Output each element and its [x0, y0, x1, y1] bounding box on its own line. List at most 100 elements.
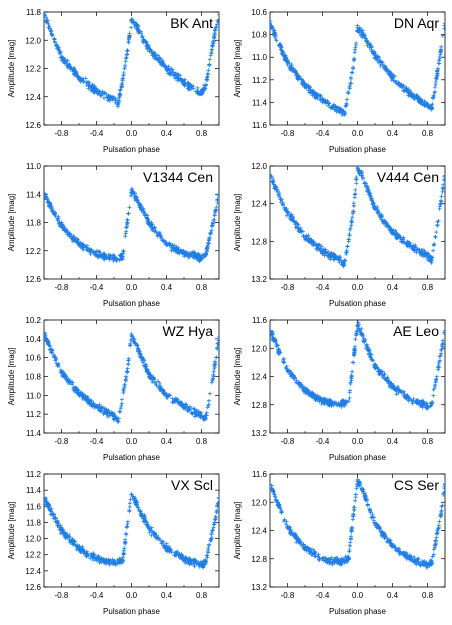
x-tick-label: 0.4: [161, 591, 173, 600]
y-tick-label: 12.6: [25, 583, 41, 592]
y-tick-label: 12.8: [251, 237, 267, 246]
y-tick-label: 12.8: [251, 555, 267, 564]
data-point: [359, 332, 364, 337]
x-tick-label: -0.4: [316, 437, 330, 446]
data-point: [112, 255, 116, 260]
data-point: [338, 258, 342, 263]
data-point: [59, 224, 64, 229]
y-tick-label: 10.8: [25, 373, 41, 382]
data-point: [147, 220, 151, 225]
y-tick-label: 11.0: [26, 162, 42, 171]
x-tick-label: 0.0: [352, 591, 364, 600]
data-point: [120, 254, 125, 259]
data-point: [373, 206, 377, 211]
light-curve-panel-7: -0.8 -0.4 0.0 0.4 0.8 11.2 11.4 11.6 11.8 12.0 12.…: [7, 470, 220, 616]
x-tick-label: 0.0: [126, 129, 138, 138]
data-point: [217, 192, 219, 197]
data-markers: [44, 12, 219, 109]
data-point: [438, 201, 443, 206]
data-point: [303, 388, 307, 393]
y-tick-label: 11.6: [26, 502, 42, 511]
star-name-title: VX Scl: [171, 477, 213, 493]
data-point: [285, 524, 290, 529]
y-tick-label: 11.8: [26, 8, 42, 17]
y-tick-label: 12.0: [25, 36, 41, 45]
x-tick-label: -0.8: [55, 437, 69, 446]
x-axis-label: Pulsation phase: [103, 145, 160, 154]
x-tick-label: -0.8: [55, 283, 69, 292]
star-name-title: DN Aqr: [394, 15, 439, 31]
y-tick-label: 10.6: [25, 354, 41, 363]
y-axis-label: Amplitude [mag]: [233, 502, 242, 560]
data-point: [44, 12, 46, 17]
data-point: [443, 21, 445, 26]
data-point: [408, 244, 412, 249]
x-tick-label: 0.4: [161, 129, 173, 138]
data-point: [355, 166, 360, 170]
data-point: [203, 252, 208, 257]
y-tick-label: 11.4: [26, 190, 42, 199]
data-point: [129, 18, 134, 23]
y-tick-label: 11.0: [26, 391, 42, 400]
scatter-points: [44, 12, 219, 109]
y-tick-label: 12.8: [251, 401, 267, 410]
data-point: [338, 560, 342, 565]
x-tick-label: 0.0: [352, 283, 364, 292]
x-tick-label: -0.4: [90, 437, 104, 446]
data-point: [390, 544, 395, 549]
data-point: [133, 341, 138, 346]
y-tick-label: 12.6: [25, 275, 41, 284]
light-curve-panel-3: -0.8 -0.4 0.0 0.4 0.8 11.0 11.4 11.8 12.2 12.6 Pul…: [7, 162, 220, 308]
x-tick-label: -0.8: [281, 437, 295, 446]
data-point: [147, 46, 151, 51]
y-axis-label: Amplitude [mag]: [7, 348, 16, 406]
x-tick-label: -0.8: [281, 129, 295, 138]
data-point: [429, 258, 434, 263]
data-markers: [44, 331, 219, 424]
data-point: [133, 500, 138, 505]
data-point: [351, 211, 356, 216]
data-point: [125, 52, 130, 57]
light-curve-panel-5: -0.8 -0.4 0.0 0.4 0.8 10.2 10.4 10.6 10.8 11.0 11.…: [7, 316, 220, 462]
data-markers: [44, 186, 219, 264]
data-point: [203, 83, 208, 88]
y-tick-label: 12.2: [25, 247, 41, 256]
data-point: [443, 328, 445, 333]
data-point: [199, 562, 204, 567]
data-point: [351, 360, 356, 365]
data-point: [408, 397, 412, 402]
data-point: [182, 556, 186, 561]
data-point: [94, 89, 99, 94]
y-tick-label: 12.0: [251, 498, 267, 507]
data-point: [77, 241, 81, 246]
data-point: [129, 332, 134, 337]
x-tick-label: 0.4: [387, 129, 399, 138]
data-point: [94, 252, 99, 257]
y-tick-label: 12.6: [25, 121, 41, 130]
y-axis-label: Amplitude [mag]: [233, 194, 242, 252]
data-point: [351, 514, 356, 519]
x-tick-label: -0.4: [90, 283, 104, 292]
data-point: [443, 482, 445, 487]
data-point: [359, 173, 364, 178]
light-curve-panel-4: -0.8 -0.4 0.0 0.4 0.8 12.0 12.4 12.8 13.2 Pulsati…: [233, 162, 446, 308]
data-point: [270, 21, 272, 26]
x-tick-label: 0.8: [196, 129, 208, 138]
x-tick-label: 0.8: [422, 129, 434, 138]
x-tick-label: 0.8: [196, 437, 208, 446]
data-point: [355, 25, 360, 30]
y-tick-label: 12.2: [25, 65, 41, 74]
x-tick-label: -0.4: [90, 591, 104, 600]
x-tick-label: 0.0: [126, 591, 138, 600]
data-point: [112, 560, 116, 565]
x-tick-label: -0.4: [316, 283, 330, 292]
data-point: [285, 60, 290, 65]
x-tick-label: -0.8: [55, 129, 69, 138]
y-tick-label: 12.4: [251, 373, 267, 382]
x-tick-label: 0.8: [422, 437, 434, 446]
data-point: [346, 399, 351, 404]
data-point: [164, 66, 169, 71]
data-point: [164, 546, 169, 551]
y-tick-label: 12.4: [251, 200, 267, 209]
data-point: [77, 74, 81, 79]
